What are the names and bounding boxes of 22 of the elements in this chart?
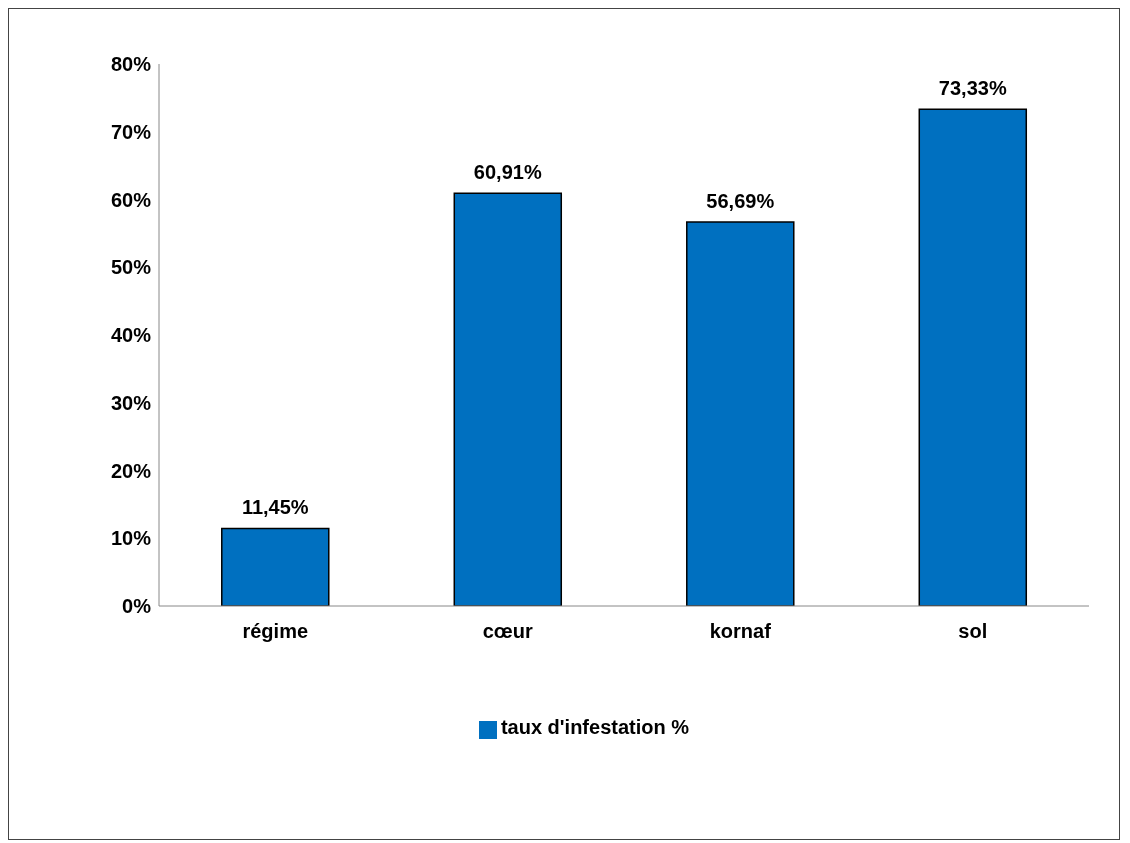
y-tick-label: 80% xyxy=(110,53,152,76)
y-tick-label: 40% xyxy=(110,324,152,347)
text: 56,69% xyxy=(706,189,775,212)
x-tick-label: kornaf xyxy=(709,620,772,643)
bar xyxy=(453,192,563,606)
y-tick-label: 30% xyxy=(110,391,152,414)
y-tick-label: 60% xyxy=(110,188,152,211)
text: 11,45% xyxy=(241,496,309,519)
y-tick-label: 0% xyxy=(122,595,152,618)
y-tick-label: 20% xyxy=(110,459,152,482)
bar xyxy=(918,108,1028,606)
y-tick-label: 50% xyxy=(110,256,152,279)
x-tick-label: cœur xyxy=(482,620,533,643)
text: 60,91% xyxy=(473,161,542,184)
y-tick-label: 10% xyxy=(110,527,152,550)
bar xyxy=(221,527,330,606)
y-tick-label: 70% xyxy=(110,120,152,143)
bar xyxy=(686,221,795,606)
legend-label: taux d'infestation % xyxy=(500,716,690,738)
x-tick-label: sol xyxy=(958,620,988,643)
text: 73,33% xyxy=(938,77,1007,100)
x-tick-label: régime xyxy=(242,620,309,643)
